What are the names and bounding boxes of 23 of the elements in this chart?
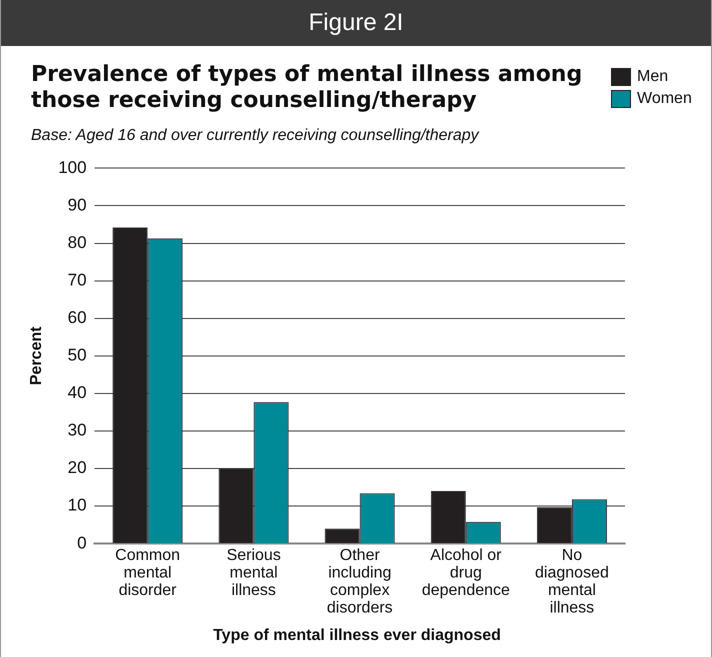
legend-label: Men <box>637 68 668 86</box>
y-tick-label: 10 <box>68 496 87 515</box>
x-axis-title: Type of mental illness ever diagnosed <box>212 627 502 645</box>
y-tick-label: 30 <box>68 420 87 440</box>
y-tick-label: 70 <box>68 270 87 290</box>
y-tick-label: 90 <box>68 195 87 214</box>
y-axis-title: Percent <box>28 326 46 386</box>
y-tick-label: 40 <box>68 383 87 402</box>
legend-label: Women <box>637 90 692 108</box>
caption: Figure 2I <box>1 0 711 46</box>
y-tick-label: 100 <box>58 158 87 177</box>
chart-subtitle: Base: Aged 16 and over currently receiving counselling/therapy <box>31 127 479 145</box>
y-tick-label: 60 <box>68 308 87 328</box>
x-tick-label: Common mental disorder <box>115 546 180 600</box>
y-tick-label: 80 <box>68 232 87 252</box>
y-tick-label: 0 <box>77 533 87 552</box>
y-tick-label: 20 <box>68 458 87 478</box>
x-tick-label: No diagnosed mental illness <box>535 546 609 617</box>
x-tick-label: Serious mental illness <box>226 546 281 600</box>
chart-title: Prevalence of types of mental illness among those receiving counselling/therapy <box>31 62 584 114</box>
x-tick-label: Other including complex disorders <box>326 546 393 617</box>
x-tick-label: Alcohol or drug dependence <box>422 546 510 600</box>
y-tick-label: 50 <box>68 346 87 365</box>
